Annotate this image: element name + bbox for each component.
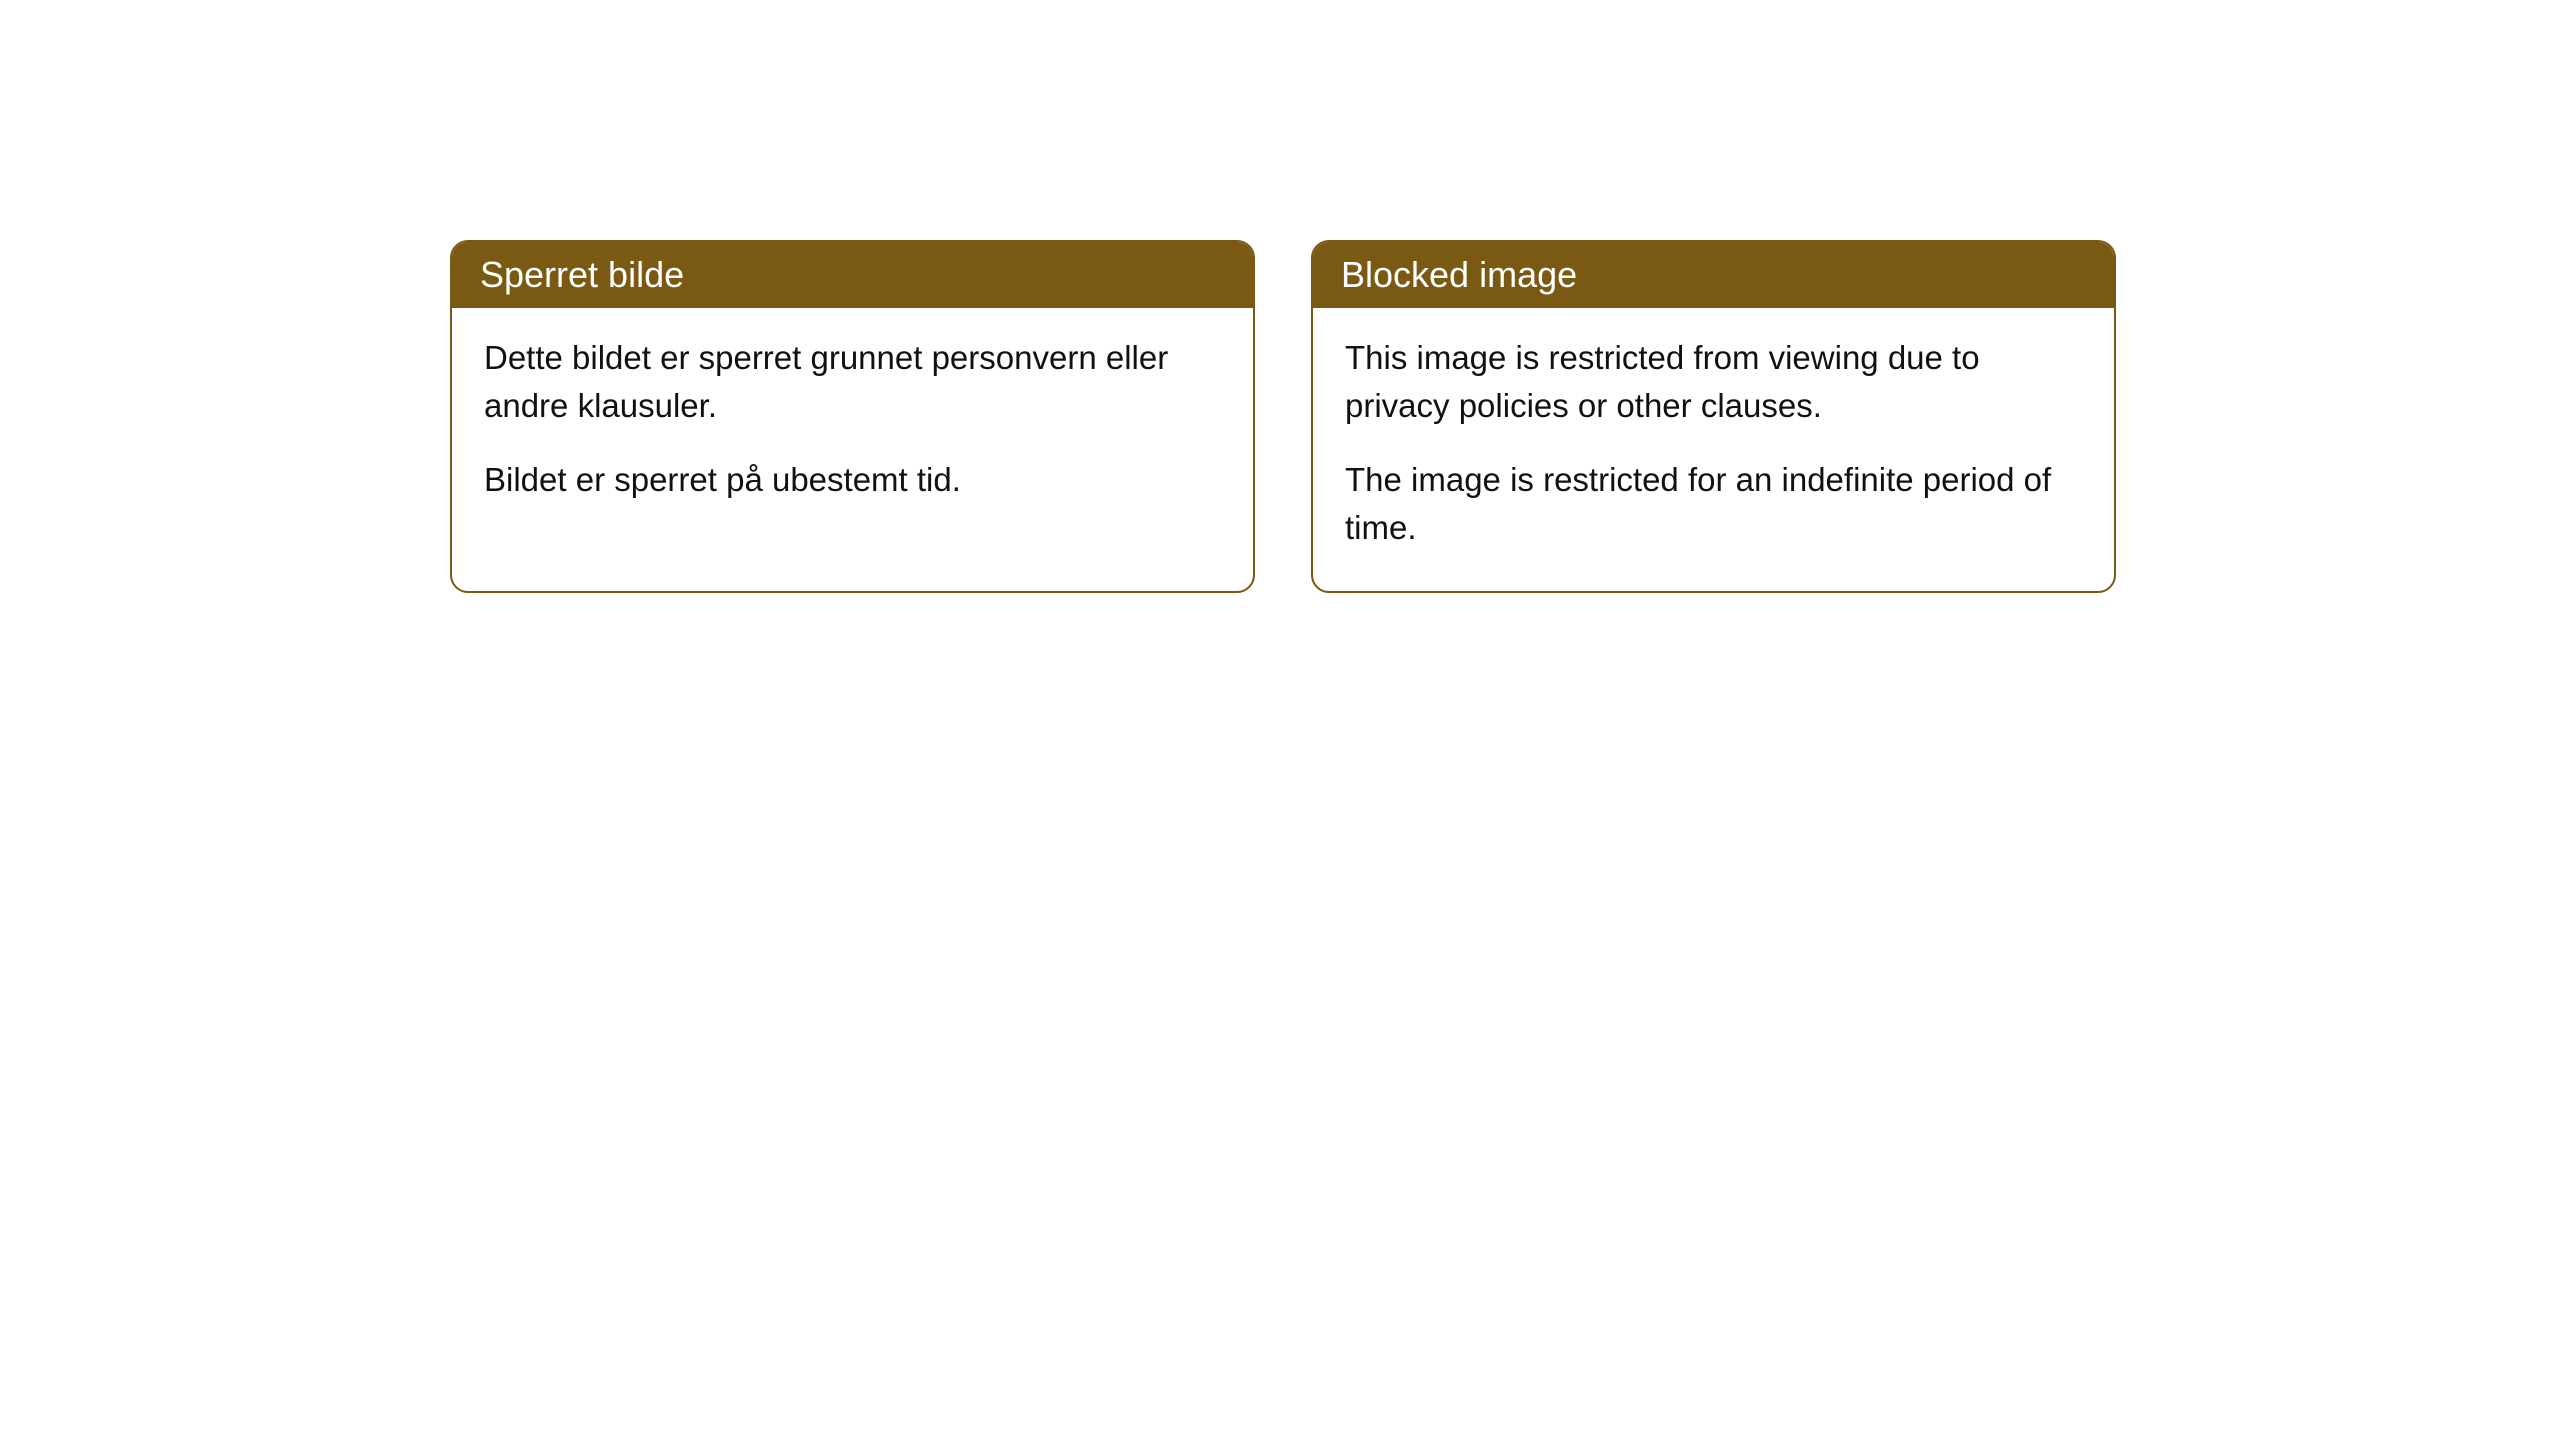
card-paragraph: This image is restricted from viewing du… <box>1345 334 2082 430</box>
card-paragraph: Bildet er sperret på ubestemt tid. <box>484 456 1221 504</box>
card-paragraph: The image is restricted for an indefinit… <box>1345 456 2082 552</box>
card-title: Blocked image <box>1341 254 1577 295</box>
notice-card-norwegian: Sperret bilde Dette bildet er sperret gr… <box>450 240 1255 593</box>
card-header: Blocked image <box>1313 242 2114 308</box>
card-paragraph: Dette bildet er sperret grunnet personve… <box>484 334 1221 430</box>
card-title: Sperret bilde <box>480 254 684 295</box>
card-header: Sperret bilde <box>452 242 1253 308</box>
notice-cards-container: Sperret bilde Dette bildet er sperret gr… <box>450 240 2560 593</box>
card-body: Dette bildet er sperret grunnet personve… <box>452 308 1253 544</box>
card-body: This image is restricted from viewing du… <box>1313 308 2114 591</box>
notice-card-english: Blocked image This image is restricted f… <box>1311 240 2116 593</box>
